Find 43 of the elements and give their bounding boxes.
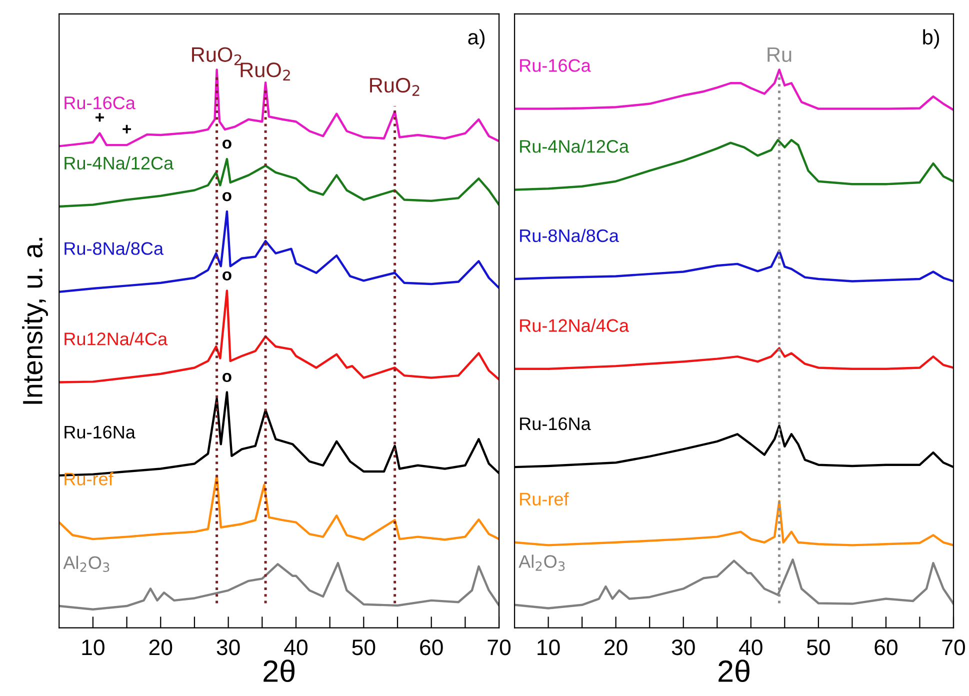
x-tick-label: 20 [604,639,628,656]
annotation: + [96,113,104,122]
annotation: o [222,140,232,149]
x-tick-label: 10 [538,639,560,656]
text: b) [923,29,940,49]
series-label: Ru-8Na/8Ca [520,228,619,242]
x-tick-label: 30 [216,639,240,656]
series-label: Ru-16Na [64,426,136,439]
series-label: Ru-8Na/8Ca [64,242,164,255]
series-label: Ru-4Na/12Ca [64,156,174,170]
series-label: Ru12Na/4Ca [64,332,168,346]
x-tick-label: 60 [874,639,898,656]
x-tick-label: 60 [420,639,443,656]
series-label: Ru-12Na/4Ca [520,318,629,332]
text: Ru-ref [64,472,114,486]
x-tick-label: 40 [739,639,762,656]
ref-line-label: RuO$_{2}$ [192,47,242,66]
series-label: Ru-16Ca [520,59,591,72]
annotation: o [222,372,232,382]
annotation: o [222,271,232,280]
ref-line-label: Ru [768,47,792,62]
series-label: Al$_{2}$O$_{3}$ [518,554,565,571]
y-axis-title: Intensity, u. a. [22,238,48,404]
text: a) [468,29,485,49]
x-tick-label: 10 [82,639,104,656]
x-axis-title: 2θ [718,660,750,682]
x-axis-title: 2θ [264,660,294,682]
x-tick-label: 30 [672,639,695,656]
x-tick-label: 20 [149,639,172,656]
x-tick-label: 40 [284,639,308,656]
text: Ru-ref [520,492,569,506]
series-label: Ru-16Ca [64,96,136,110]
x-tick-label: 70 [942,639,965,656]
ref-line-label: RuO$_{2}$ [370,78,420,96]
x-tick-label: 70 [488,639,511,656]
series-label: Ru-4Na/12Ca [520,140,629,153]
series-label: Al$_{2}$O$_{3}$ [63,556,110,572]
x-tick-label: 50 [806,639,830,656]
x-tick-label: 50 [352,639,376,656]
ref-line-label: RuO$_{2}$ [240,62,290,81]
annotation: + [122,124,131,134]
series-label: Ru-16Na [520,417,591,430]
annotation: o [222,192,232,202]
